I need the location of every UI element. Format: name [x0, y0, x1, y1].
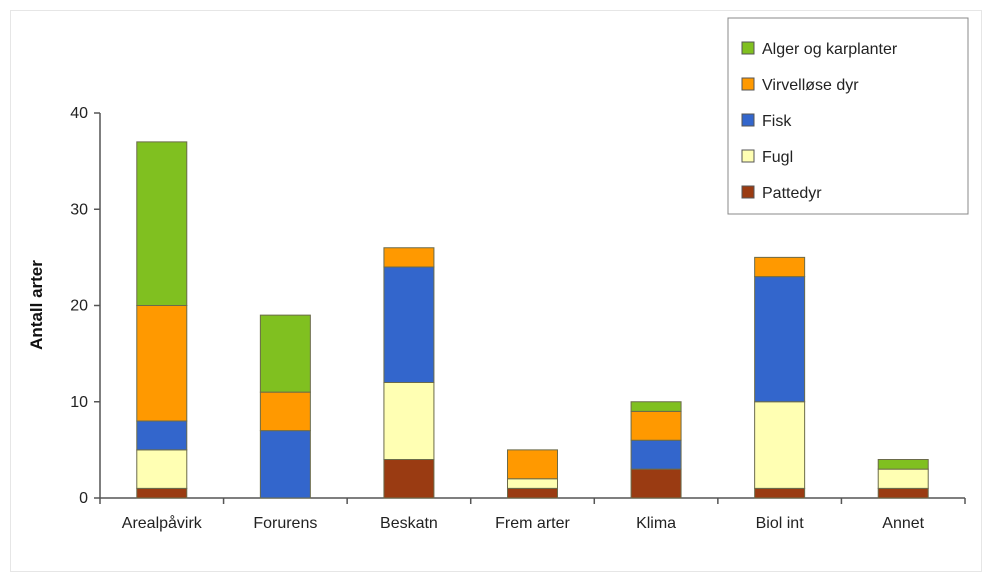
bar-segment — [383, 459, 435, 499]
chart-legend: Alger og karplanter Virvelløse dyr Fisk Fug… — [727, 17, 969, 215]
x-tick-label: Klima — [636, 515, 676, 532]
bar-segment — [136, 449, 188, 489]
x-tick-label: Annet — [882, 515, 924, 532]
x-tick-label: Biol int — [756, 515, 805, 532]
legend-swatch — [741, 185, 755, 199]
bar-segment — [630, 410, 682, 441]
bar-segment — [259, 430, 311, 499]
bar-segment — [383, 382, 435, 460]
bar-segment — [259, 391, 311, 432]
legend-swatch — [741, 41, 755, 55]
bar-segment — [136, 305, 188, 422]
bar-segment — [507, 449, 558, 480]
legend-label: Pattedyr — [762, 185, 822, 202]
x-tick-label: Beskatn — [380, 515, 438, 532]
y-tick-label: 0 — [79, 490, 88, 507]
bar-segment — [383, 266, 435, 383]
y-tick-label: 20 — [70, 298, 88, 315]
bar-segment — [507, 487, 558, 499]
bar-segment — [136, 420, 188, 451]
bar-segment — [136, 141, 188, 306]
y-tick-label: 40 — [70, 105, 88, 122]
bar-segment — [754, 276, 806, 403]
legend-box — [727, 17, 969, 215]
bar-segment — [754, 256, 806, 278]
legend-label: Alger og karplanter — [762, 41, 898, 58]
bar-segment — [630, 439, 682, 470]
y-tick-label: 10 — [70, 394, 88, 411]
legend-swatch — [741, 149, 755, 163]
legend-swatch — [741, 113, 755, 127]
bar-segment — [136, 487, 188, 499]
bar-segment — [259, 314, 311, 393]
legend-label: Fugl — [762, 149, 793, 166]
bar-segment — [630, 401, 682, 412]
legend-label: Fisk — [762, 113, 792, 130]
legend-label: Virvelløse dyr — [762, 77, 859, 94]
x-tick-label: Arealpåvirk — [122, 514, 203, 532]
y-tick-label: 30 — [70, 201, 88, 218]
x-tick-label: Forurens — [253, 515, 317, 532]
y-axis-title: Antall arter — [27, 260, 46, 350]
chart-bars — [136, 141, 929, 499]
chart-axes: 0 10 20 30 40 Arealpåvirk Forurens Beskatn Frem … — [70, 105, 966, 532]
bar-segment — [754, 401, 806, 489]
bar-segment — [877, 468, 929, 489]
legend-swatch — [741, 77, 755, 91]
x-tick-label: Frem arter — [495, 515, 570, 532]
bar-segment — [877, 459, 929, 470]
bar-segment — [630, 468, 682, 499]
bar-segment — [877, 487, 929, 499]
bar-segment — [383, 247, 435, 268]
bar-segment — [507, 478, 558, 489]
bar-segment — [754, 487, 806, 499]
